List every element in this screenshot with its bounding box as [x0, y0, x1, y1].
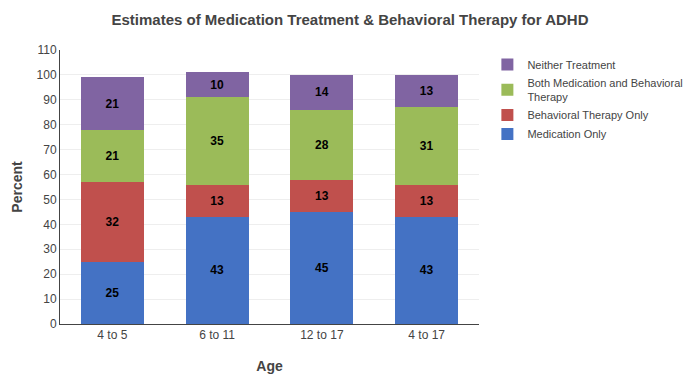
svg-text:13: 13	[210, 194, 224, 208]
svg-text:70: 70	[43, 143, 57, 157]
svg-text:43: 43	[420, 263, 434, 277]
svg-text:12 to 17: 12 to 17	[300, 328, 344, 342]
svg-text:Age: Age	[256, 358, 283, 374]
svg-text:Neither Treatment: Neither Treatment	[527, 59, 615, 71]
svg-text:6 to 11: 6 to 11	[199, 328, 235, 342]
svg-text:110: 110	[37, 43, 56, 57]
svg-text:28: 28	[315, 138, 329, 152]
svg-text:Percent: Percent	[9, 161, 25, 213]
svg-text:10: 10	[210, 78, 224, 92]
svg-text:80: 80	[43, 118, 57, 132]
svg-text:21: 21	[106, 149, 120, 163]
svg-text:50: 50	[43, 193, 57, 207]
svg-text:25: 25	[106, 286, 120, 300]
svg-text:32: 32	[106, 215, 120, 229]
svg-text:0: 0	[50, 317, 57, 331]
svg-text:35: 35	[210, 134, 224, 148]
svg-text:13: 13	[420, 84, 434, 98]
svg-text:Behavioral Therapy Only: Behavioral Therapy Only	[527, 109, 648, 121]
svg-text:60: 60	[43, 168, 57, 182]
svg-text:20: 20	[43, 267, 57, 281]
svg-text:4 to 5: 4 to 5	[97, 328, 127, 342]
svg-text:43: 43	[210, 263, 224, 277]
svg-text:40: 40	[43, 218, 57, 232]
svg-text:31: 31	[420, 139, 434, 153]
svg-text:45: 45	[315, 261, 329, 275]
svg-text:Estimates of Medication Treatm: Estimates of Medication Treatment & Beha…	[111, 11, 588, 28]
svg-text:100: 100	[37, 68, 57, 82]
svg-text:30: 30	[43, 242, 57, 256]
svg-text:10: 10	[43, 292, 57, 306]
svg-text:4 to 17: 4 to 17	[408, 328, 445, 342]
svg-text:90: 90	[43, 93, 57, 107]
svg-text:21: 21	[106, 97, 120, 111]
svg-text:13: 13	[420, 194, 434, 208]
svg-text:Both Medication and Behavioral: Both Medication and BehavioralTherapy	[527, 77, 682, 103]
svg-text:14: 14	[315, 85, 329, 99]
svg-text:13: 13	[315, 189, 329, 203]
svg-text:Medication Only: Medication Only	[527, 128, 606, 140]
